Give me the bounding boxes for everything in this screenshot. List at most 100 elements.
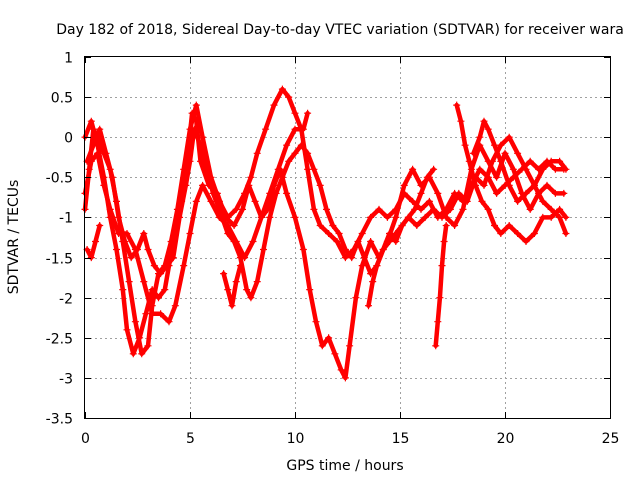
data-point-marker [232, 238, 240, 245]
data-point-marker [106, 205, 114, 213]
data-point-marker [425, 197, 433, 205]
data-point-marker [148, 310, 156, 318]
data-point-marker [207, 197, 215, 205]
data-point-marker [165, 318, 173, 326]
data-point-marker [348, 254, 356, 262]
data-point-marker [125, 278, 133, 286]
data-point-marker [392, 213, 400, 221]
data-point-marker [421, 213, 429, 221]
data-point-marker [417, 189, 425, 197]
data-point-marker [188, 109, 196, 117]
data-point-marker [354, 238, 362, 245]
data-point-marker [442, 222, 450, 229]
data-point-marker [251, 197, 259, 205]
data-point-marker [115, 230, 123, 237]
series-seg-i [453, 101, 570, 245]
data-point-marker [547, 205, 555, 213]
data-point-marker [514, 197, 522, 205]
data-point-marker [304, 149, 312, 157]
data-point-marker [182, 181, 190, 189]
data-point-marker [522, 189, 530, 197]
data-point-marker [87, 117, 95, 125]
data-point-marker [497, 157, 505, 165]
data-point-marker [140, 230, 148, 237]
data-point-marker [283, 141, 291, 149]
data-point-marker [505, 133, 513, 141]
data-point-marker [127, 254, 135, 262]
y-tick-label: -2 [59, 292, 73, 308]
data-point-marker [142, 310, 150, 318]
x-tick-label: 5 [186, 431, 195, 447]
data-point-marker [144, 246, 152, 253]
data-point-marker [299, 125, 307, 133]
data-point-marker [316, 222, 324, 229]
data-point-marker [266, 189, 274, 197]
series-seg-e [83, 222, 104, 262]
series-seg-g [365, 165, 438, 310]
data-point-marker [514, 230, 522, 237]
data-point-marker [272, 189, 280, 197]
data-point-marker [121, 238, 129, 245]
data-point-marker [190, 125, 198, 133]
data-point-marker [318, 342, 326, 350]
data-point-marker [232, 205, 240, 213]
x-tick-label: 15 [392, 431, 410, 447]
data-point-marker [113, 246, 120, 253]
data-point-marker [459, 205, 467, 213]
axis-ticks: 0 5 10 15 20 25 1 0.5 0 -0.5 -1 -1.5 -2 -2.5 -3 -3.5 [46, 51, 620, 448]
data-point-marker [176, 213, 183, 221]
data-point-marker [430, 165, 438, 173]
data-point-marker [463, 197, 471, 205]
data-point-marker [180, 262, 188, 270]
data-point-marker [493, 173, 501, 181]
data-point-marker [270, 101, 278, 109]
data-point-marker [480, 181, 488, 189]
data-point-marker [430, 205, 438, 213]
data-point-marker [562, 213, 570, 221]
y-tick-label: -1 [59, 211, 73, 227]
data-point-marker [526, 157, 534, 165]
data-point-marker [119, 286, 127, 294]
x-axis-label: GPS time / hours [286, 458, 403, 474]
data-point-marker [505, 222, 513, 229]
data-point-marker [398, 222, 406, 229]
data-point-marker [215, 213, 223, 221]
data-point-marker [438, 213, 446, 221]
data-point-marker [239, 205, 246, 213]
series-trace [221, 263, 243, 308]
x-tick-label: 0 [81, 431, 90, 447]
data-point-marker [341, 246, 349, 253]
data-point-marker [386, 238, 393, 245]
data-point-marker [417, 205, 425, 213]
data-point-marker [438, 262, 446, 270]
data-point-marker [346, 342, 354, 350]
data-point-marker [310, 165, 318, 173]
data-point-marker [157, 270, 165, 278]
data-point-marker [413, 222, 421, 229]
data-point-marker [352, 294, 360, 302]
data-point-marker [155, 294, 162, 302]
data-point-marker [434, 189, 442, 197]
data-point-marker [478, 197, 486, 205]
data-point-marker [400, 181, 408, 189]
data-point-marker [543, 181, 551, 189]
x-tick-label: 20 [497, 431, 515, 447]
data-point-marker [150, 262, 158, 270]
data-point-marker [148, 286, 156, 294]
data-series [81, 85, 570, 382]
data-point-marker [247, 173, 255, 181]
data-point-marker [411, 205, 419, 213]
data-point-marker [325, 230, 333, 237]
data-point-marker [341, 254, 349, 262]
data-point-marker [423, 173, 431, 181]
data-point-marker [285, 93, 293, 101]
data-point-marker [323, 205, 330, 213]
data-point-marker [337, 366, 345, 374]
data-point-marker [526, 205, 534, 213]
data-point-marker [186, 157, 194, 165]
data-point-marker [329, 222, 337, 229]
data-point-marker [87, 254, 95, 262]
series-seg-f [220, 262, 244, 310]
series-seg-j [470, 117, 570, 205]
data-point-marker [522, 165, 530, 173]
